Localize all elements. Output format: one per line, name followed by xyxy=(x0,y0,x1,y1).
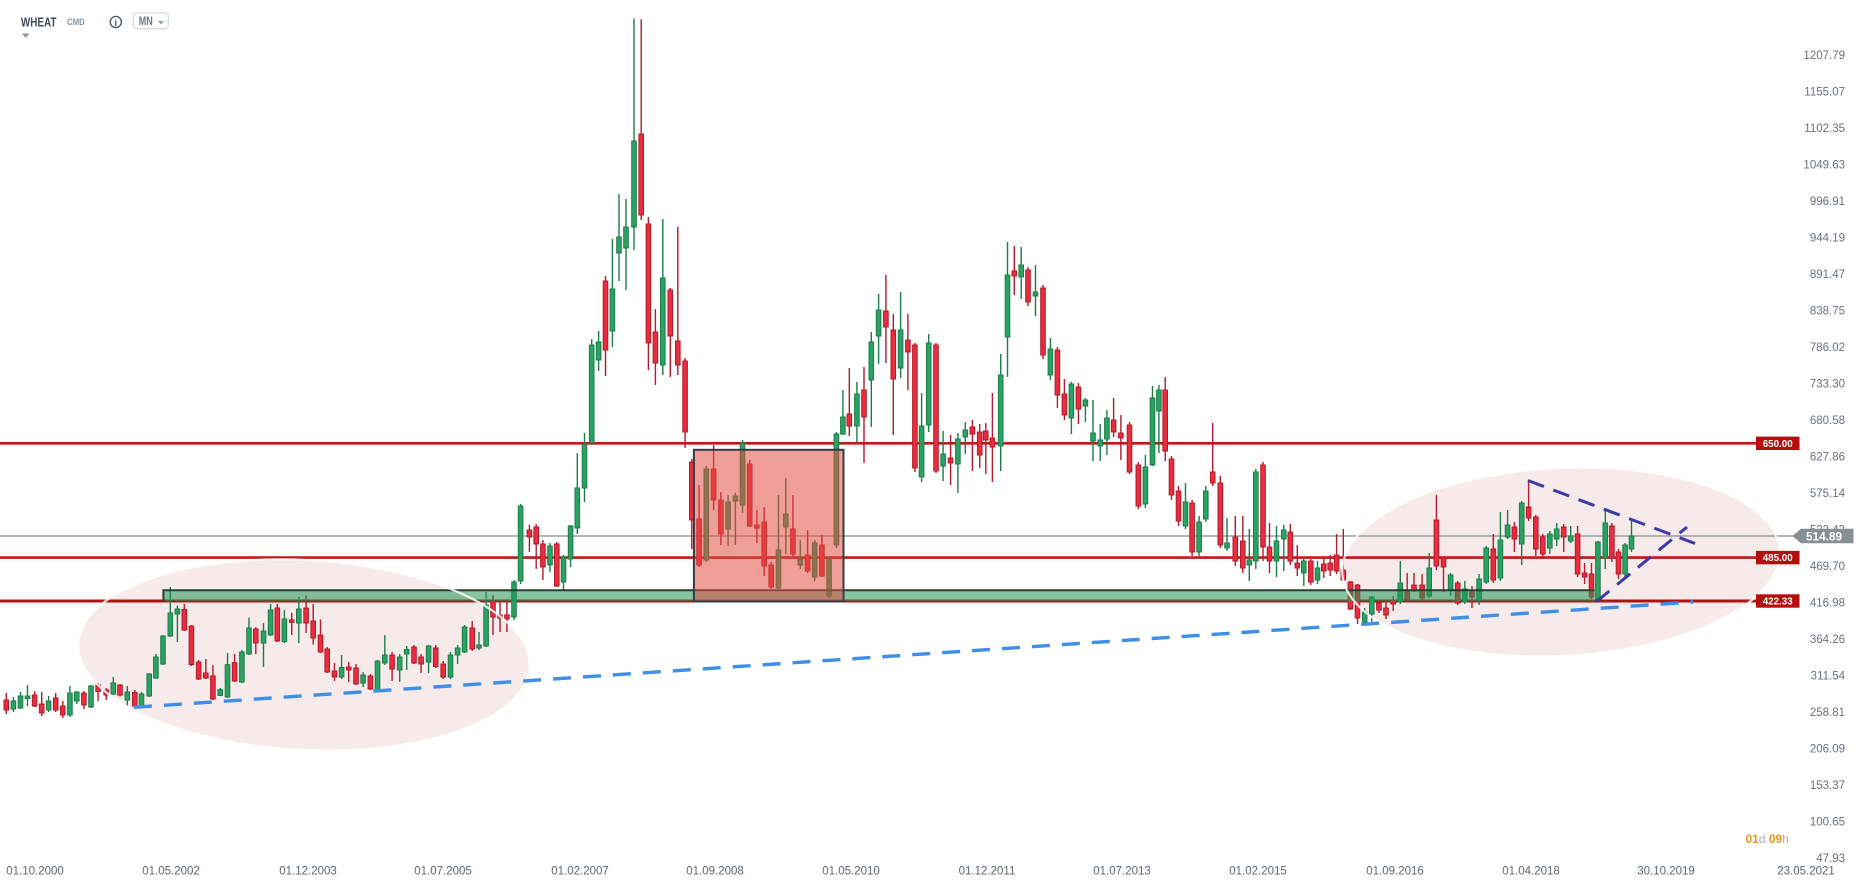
svg-text:01d 09h: 01d 09h xyxy=(1746,832,1789,846)
svg-text:MN: MN xyxy=(139,16,153,28)
svg-text:1049.63: 1049.63 xyxy=(1803,160,1845,172)
svg-text:01.12.2003: 01.12.2003 xyxy=(279,866,337,878)
svg-text:575.14: 575.14 xyxy=(1810,488,1846,500)
svg-text:838.75: 838.75 xyxy=(1810,306,1845,318)
svg-text:01.09.2008: 01.09.2008 xyxy=(686,866,744,878)
svg-text:01.07.2013: 01.07.2013 xyxy=(1093,866,1151,878)
svg-text:944.19: 944.19 xyxy=(1810,233,1845,245)
svg-text:01.09.2016: 01.09.2016 xyxy=(1366,866,1424,878)
svg-text:733.30: 733.30 xyxy=(1810,379,1845,391)
svg-text:422.33: 422.33 xyxy=(1763,597,1794,608)
svg-text:469.70: 469.70 xyxy=(1810,561,1845,573)
svg-text:47.93: 47.93 xyxy=(1816,853,1845,865)
svg-text:01.05.2010: 01.05.2010 xyxy=(822,866,880,878)
svg-text:01.05.2002: 01.05.2002 xyxy=(142,866,200,878)
svg-text:514.89: 514.89 xyxy=(1806,529,1843,543)
svg-text:680.58: 680.58 xyxy=(1810,415,1845,427)
svg-text:627.86: 627.86 xyxy=(1810,452,1845,464)
svg-text:CMD: CMD xyxy=(67,17,85,27)
svg-text:485.00: 485.00 xyxy=(1763,553,1794,564)
svg-text:258.81: 258.81 xyxy=(1810,707,1845,719)
svg-text:01.02.2007: 01.02.2007 xyxy=(551,866,609,878)
svg-text:364.26: 364.26 xyxy=(1810,634,1845,646)
svg-text:WHEAT: WHEAT xyxy=(21,15,57,29)
svg-text:996.91: 996.91 xyxy=(1810,196,1845,208)
svg-text:01.10.2000: 01.10.2000 xyxy=(6,866,64,878)
svg-text:650.00: 650.00 xyxy=(1763,439,1794,450)
svg-text:01.02.2015: 01.02.2015 xyxy=(1229,866,1287,878)
svg-text:01.07.2005: 01.07.2005 xyxy=(414,866,472,878)
svg-text:30.10.2019: 30.10.2019 xyxy=(1637,866,1695,878)
svg-text:100.65: 100.65 xyxy=(1810,817,1845,829)
svg-text:786.02: 786.02 xyxy=(1810,342,1845,354)
svg-text:416.98: 416.98 xyxy=(1810,598,1845,610)
svg-text:1155.07: 1155.07 xyxy=(1804,87,1845,99)
svg-text:311.54: 311.54 xyxy=(1811,671,1846,683)
svg-text:i: i xyxy=(115,18,118,28)
svg-text:1102.35: 1102.35 xyxy=(1804,123,1845,135)
svg-text:1207.79: 1207.79 xyxy=(1803,50,1845,62)
svg-text:23.05.2021: 23.05.2021 xyxy=(1777,866,1835,878)
svg-text:153.37: 153.37 xyxy=(1810,780,1845,792)
svg-text:206.09: 206.09 xyxy=(1810,744,1845,756)
svg-text:01.12.2011: 01.12.2011 xyxy=(959,866,1016,878)
svg-text:891.47: 891.47 xyxy=(1810,269,1845,281)
svg-text:01.04.2018: 01.04.2018 xyxy=(1502,866,1560,878)
